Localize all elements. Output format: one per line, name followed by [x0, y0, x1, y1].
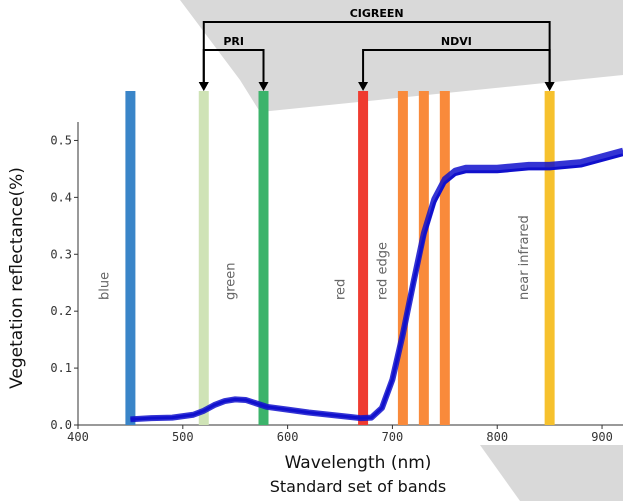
band-bar: [418, 91, 429, 425]
axes-frame: [77, 122, 623, 426]
band-bar: [198, 91, 209, 425]
band-bar: [439, 91, 450, 425]
y-tick-label: 0.4: [50, 190, 72, 204]
index-arrow: [358, 82, 369, 91]
x-tick-label: 900: [591, 430, 613, 444]
index-bracket: [362, 49, 551, 86]
y-axis-ticks: 0.0 0.1 0.2 0.3 0.4 0.5: [50, 133, 78, 432]
x-axis-label: Wavelength (nm): [285, 453, 432, 473]
index-brackets: CIGREEN PRI NDVI: [198, 7, 555, 91]
y-tick-label: 0.5: [50, 133, 72, 147]
y-tick-label: 0.0: [50, 418, 72, 432]
band-bars: [125, 91, 555, 425]
x-tick-label: 800: [486, 430, 508, 444]
band-label: blue: [98, 272, 113, 300]
band-labels: blue green red red edge near infrared: [98, 215, 532, 300]
background-shapes: [180, 0, 623, 501]
band-label: red edge: [375, 242, 390, 300]
band-bar: [397, 91, 408, 425]
y-tick-label: 0.2: [50, 304, 72, 318]
x-tick-label: 600: [277, 430, 299, 444]
y-tick-label: 0.3: [50, 247, 72, 261]
index-label: NDVI: [441, 35, 472, 48]
band-bar: [125, 91, 136, 425]
x-tick-label: 500: [172, 430, 194, 444]
x-tick-label: 400: [67, 430, 89, 444]
band-bar: [544, 91, 555, 425]
reflectance-envelope: [130, 147, 623, 423]
index-bracket: [202, 49, 265, 86]
index-label: PRI: [223, 35, 244, 48]
band-label: red: [334, 279, 349, 300]
band-label: green: [223, 262, 238, 300]
band-bar: [258, 91, 269, 425]
x-axis-ticks: 400 500 600 700 800 900: [67, 425, 613, 444]
chart-caption: Standard set of bands: [270, 477, 447, 496]
y-axis-label: Vegetation reflectance(%): [7, 167, 27, 389]
band-label: near infrared: [517, 215, 532, 300]
band-bar: [358, 91, 369, 425]
index-arrow: [198, 82, 209, 91]
index-arrow: [258, 82, 269, 91]
index-label: CIGREEN: [350, 7, 404, 20]
y-tick-label: 0.1: [50, 361, 72, 375]
reflectance-curve: [130, 147, 623, 423]
x-tick-label: 700: [382, 430, 404, 444]
index-arrow: [544, 82, 555, 91]
